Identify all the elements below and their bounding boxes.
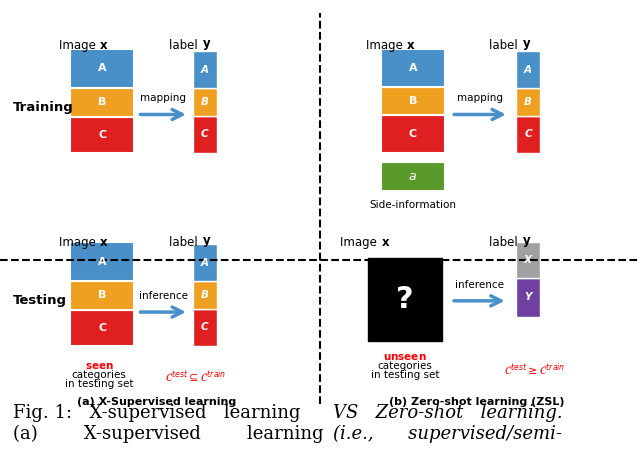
- Text: A: A: [98, 63, 107, 74]
- Text: $\bf{x}$: $\bf{x}$: [381, 236, 390, 249]
- Text: A: A: [408, 63, 417, 73]
- Bar: [368, 258, 442, 341]
- Text: $\bf{y}$: $\bf{y}$: [522, 38, 532, 52]
- Text: Testing: Testing: [13, 295, 67, 307]
- Text: Image: Image: [59, 39, 99, 52]
- Text: $\bf{y}$: $\bf{y}$: [202, 235, 212, 249]
- Text: ?: ?: [396, 285, 414, 314]
- Text: B: B: [98, 290, 107, 300]
- Text: $\bf{x}$: $\bf{x}$: [99, 236, 109, 249]
- Bar: [193, 51, 217, 88]
- Text: inference: inference: [139, 291, 188, 301]
- Text: Y: Y: [524, 292, 532, 303]
- Text: $\bf{seen}$: $\bf{seen}$: [84, 361, 114, 371]
- Bar: [70, 310, 134, 346]
- Text: Image: Image: [340, 236, 381, 249]
- Text: B: B: [408, 96, 417, 106]
- Bar: [193, 116, 217, 153]
- Text: $\bf{x}$: $\bf{x}$: [99, 39, 109, 52]
- Text: (b) Zero-shot learning (ZSL): (b) Zero-shot learning (ZSL): [389, 397, 564, 407]
- Text: C: C: [201, 322, 209, 332]
- Text: $\bf{y}$: $\bf{y}$: [522, 235, 532, 249]
- Text: $\bf{x}$: $\bf{x}$: [406, 39, 416, 52]
- Text: A: A: [524, 65, 532, 75]
- Text: label: label: [489, 39, 522, 52]
- Text: C: C: [99, 130, 106, 140]
- Bar: [193, 244, 217, 281]
- Bar: [193, 88, 217, 116]
- Bar: [70, 49, 134, 88]
- Text: Image: Image: [59, 236, 99, 249]
- Text: B: B: [98, 97, 107, 107]
- Bar: [516, 51, 540, 88]
- Text: categories: categories: [378, 361, 433, 371]
- Text: Training: Training: [13, 101, 74, 114]
- Text: label: label: [169, 39, 202, 52]
- Text: VS   Zero-shot   learning.: VS Zero-shot learning.: [333, 404, 563, 422]
- Text: in testing set: in testing set: [371, 370, 440, 379]
- Text: Side-information: Side-information: [369, 200, 456, 210]
- Text: (i.e.,      supervised/semi-: (i.e., supervised/semi-: [333, 424, 562, 443]
- Bar: [381, 162, 445, 191]
- Text: Image: Image: [366, 39, 406, 52]
- Bar: [516, 116, 540, 153]
- Text: B: B: [201, 290, 209, 300]
- Text: (a) X-Supervised learning: (a) X-Supervised learning: [77, 397, 236, 407]
- Text: mapping: mapping: [457, 93, 503, 103]
- Text: in testing set: in testing set: [65, 379, 134, 389]
- Text: $\mathcal{C}^{test} \geq \mathcal{C}^{train}$: $\mathcal{C}^{test} \geq \mathcal{C}^{tr…: [504, 361, 565, 378]
- Text: A: A: [201, 65, 209, 75]
- Text: $\mathcal{C}^{test} \subseteq \mathcal{C}^{train}$: $\mathcal{C}^{test} \subseteq \mathcal{C…: [164, 368, 226, 385]
- Text: $\bf{unseen}$: $\bf{unseen}$: [383, 352, 427, 362]
- Text: (a)        X-supervised        learning: (a) X-supervised learning: [13, 424, 323, 443]
- Bar: [70, 88, 134, 117]
- Text: mapping: mapping: [140, 93, 186, 103]
- Text: B: B: [524, 97, 532, 107]
- Bar: [381, 115, 445, 153]
- Text: C: C: [409, 129, 417, 139]
- Text: X: X: [524, 255, 532, 265]
- Bar: [516, 278, 540, 317]
- Text: C: C: [201, 129, 209, 139]
- Text: $\bf{y}$: $\bf{y}$: [202, 38, 212, 52]
- Text: label: label: [169, 236, 202, 249]
- Bar: [70, 242, 134, 281]
- Bar: [516, 88, 540, 116]
- Text: $a$: $a$: [408, 170, 417, 182]
- Bar: [193, 281, 217, 309]
- Text: categories: categories: [72, 370, 127, 380]
- Bar: [70, 117, 134, 153]
- Text: C: C: [99, 323, 106, 333]
- Text: A: A: [201, 258, 209, 268]
- Text: Fig. 1:   X-supervised   learning: Fig. 1: X-supervised learning: [13, 404, 300, 422]
- Text: A: A: [98, 256, 107, 267]
- Bar: [516, 242, 540, 278]
- Bar: [70, 281, 134, 310]
- Text: C: C: [524, 129, 532, 139]
- Text: B: B: [201, 97, 209, 107]
- Bar: [381, 87, 445, 115]
- Bar: [381, 49, 445, 87]
- Bar: [193, 309, 217, 346]
- Text: inference: inference: [455, 280, 504, 290]
- Text: label: label: [489, 236, 522, 249]
